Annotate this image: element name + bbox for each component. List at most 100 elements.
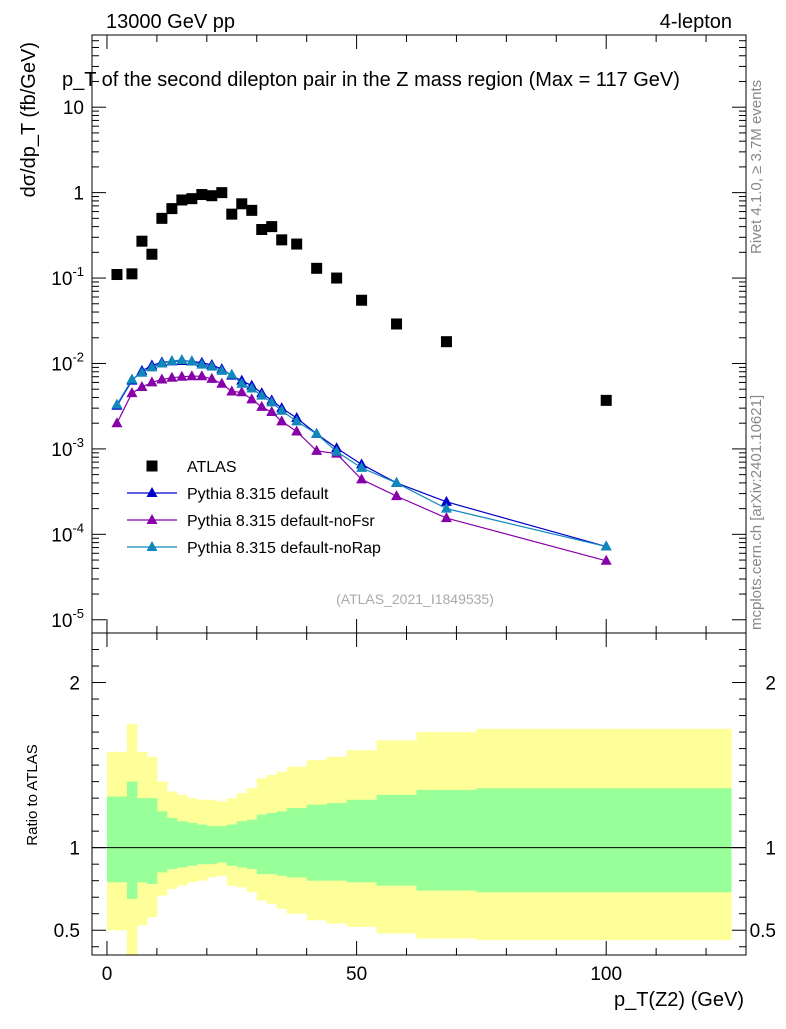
mc-data-point (246, 393, 258, 404)
ratio-band-inner (376, 794, 418, 886)
y-tick-exponent: -5 (72, 606, 84, 621)
legend: ATLAS Pythia 8.315 default Pythia 8.315 de… (127, 459, 381, 557)
mc-data-point (236, 377, 248, 388)
y-tick-exponent: -3 (72, 435, 84, 450)
x-tick-label: 0 (102, 964, 113, 985)
atlas-data-point (216, 187, 228, 199)
mc-data-point (216, 364, 228, 375)
mc-data-point (246, 382, 258, 393)
y-tick-exponent: -4 (72, 520, 84, 535)
mc-data-point (356, 461, 368, 472)
mc-data-point (391, 476, 403, 487)
atlas-data-point (246, 204, 258, 216)
atlas-data-point (176, 194, 188, 206)
legend-marker (146, 541, 158, 551)
mcplots-label: mcplots.cern.ch [arXiv:2401.10621] (748, 395, 765, 630)
atlas-data-point (156, 212, 168, 224)
mc-data-point (440, 512, 452, 523)
mc-data-point (156, 357, 168, 368)
mc-data-point (176, 370, 188, 381)
y-tick-label: 10-3 (51, 435, 84, 461)
ratio-band-inner (306, 804, 328, 881)
legend-label: Pythia 8.315 default (187, 486, 329, 503)
mc-data-point (226, 385, 238, 396)
main-y-axis-label: dσ/dp_T (fb/GeV) (18, 42, 40, 197)
atlas-data-point (236, 198, 248, 210)
ratio-y-tick-label-left: 2 (69, 674, 80, 695)
mc-data-point (331, 445, 343, 456)
atlas-data-point (356, 294, 368, 306)
mc-data-point (166, 371, 178, 382)
x-axis-label: p_T(Z2) (GeV) (614, 989, 744, 1011)
title-text: p_T of the second dilepton pair in the Z… (62, 69, 680, 91)
mc-data-point (391, 490, 403, 501)
ratio-y-axis-label: Ratio to ATLAS (24, 744, 41, 845)
ratio-plot-panel: 0.5 0.5 1 1 2 2 0 50 100 (54, 632, 776, 985)
ratio-y-tick-label-right: 2 (765, 674, 776, 695)
atlas-data-point (166, 203, 178, 215)
main-title: p_T of the second dilepton pair in the Z… (62, 69, 680, 91)
y-tick-label: 10-2 (51, 349, 84, 375)
atlas-data-point (111, 269, 123, 281)
atlas-data-point (391, 318, 403, 330)
mc-data-point (291, 425, 303, 436)
mc-data-point (356, 473, 368, 484)
rivet-version-label: Rivet 4.1.0, ≥ 3.7M events (748, 80, 765, 254)
mc-data-point (266, 396, 278, 407)
mc-data-point (166, 354, 178, 365)
legend-label: ATLAS (187, 459, 237, 476)
atlas-data-point (276, 234, 288, 246)
collision-energy-label: 13000 GeV pp (106, 11, 235, 33)
mc-data-point (600, 540, 612, 551)
ratio-band-inner (256, 814, 268, 875)
y-tick-exponent: -1 (72, 264, 84, 279)
atlas-data-point (136, 235, 148, 247)
mc-data-point (146, 376, 158, 387)
ratio-band-inner (236, 821, 248, 868)
mc-data-point (226, 368, 238, 379)
mc-data-point (311, 427, 323, 438)
mc-data-point (186, 355, 198, 366)
y-tick-base: 10 (51, 525, 72, 546)
mc-data-point (196, 370, 208, 381)
y-tick-label: 10 (63, 98, 84, 119)
mc-data-point (176, 353, 188, 364)
atlas-data-point (440, 336, 452, 348)
ratio-band-inner (146, 798, 158, 884)
ratio-band-inner (206, 826, 218, 865)
x-tick-label: 50 (346, 964, 367, 985)
legend-label: Pythia 8.315 default-noFsr (187, 513, 375, 530)
ratio-band-inner (216, 826, 228, 863)
y-tick-base: 10 (51, 354, 72, 375)
mc-data-point (136, 381, 148, 392)
atlas-data-point (186, 193, 198, 205)
atlas-data-point (311, 262, 323, 274)
atlas-data-point (206, 190, 218, 202)
ratio-band-inner (126, 781, 138, 899)
atlas-data-point (146, 248, 158, 260)
mc-data-point (266, 406, 278, 417)
mc-data-point (206, 360, 218, 371)
mc-data-point (216, 377, 228, 388)
mc-data-point (256, 389, 268, 400)
ratio-band-inner (136, 798, 148, 883)
mc-data-point (276, 415, 288, 426)
mc-data-point (186, 370, 198, 381)
mc-data-point (111, 417, 123, 428)
final-state-label: 4-lepton (660, 11, 732, 33)
ratio-plot-frame (91, 632, 747, 956)
y-tick-label: 10-4 (51, 520, 84, 546)
ratio-band-inner (166, 817, 178, 870)
mc-data-point (196, 358, 208, 369)
ratio-band-inner (266, 812, 278, 875)
mc-data-point (206, 372, 218, 383)
ratio-band-inner (196, 824, 208, 865)
atlas-data-point (331, 272, 343, 284)
ratio-band-inner (156, 811, 168, 873)
ratio-band-inner (416, 789, 477, 891)
atlas-data-point (226, 208, 238, 220)
ratio-y-tick-label-left: 0.5 (54, 921, 80, 942)
y-tick-exponent: -2 (72, 349, 84, 364)
atlas-data-point (196, 189, 208, 201)
